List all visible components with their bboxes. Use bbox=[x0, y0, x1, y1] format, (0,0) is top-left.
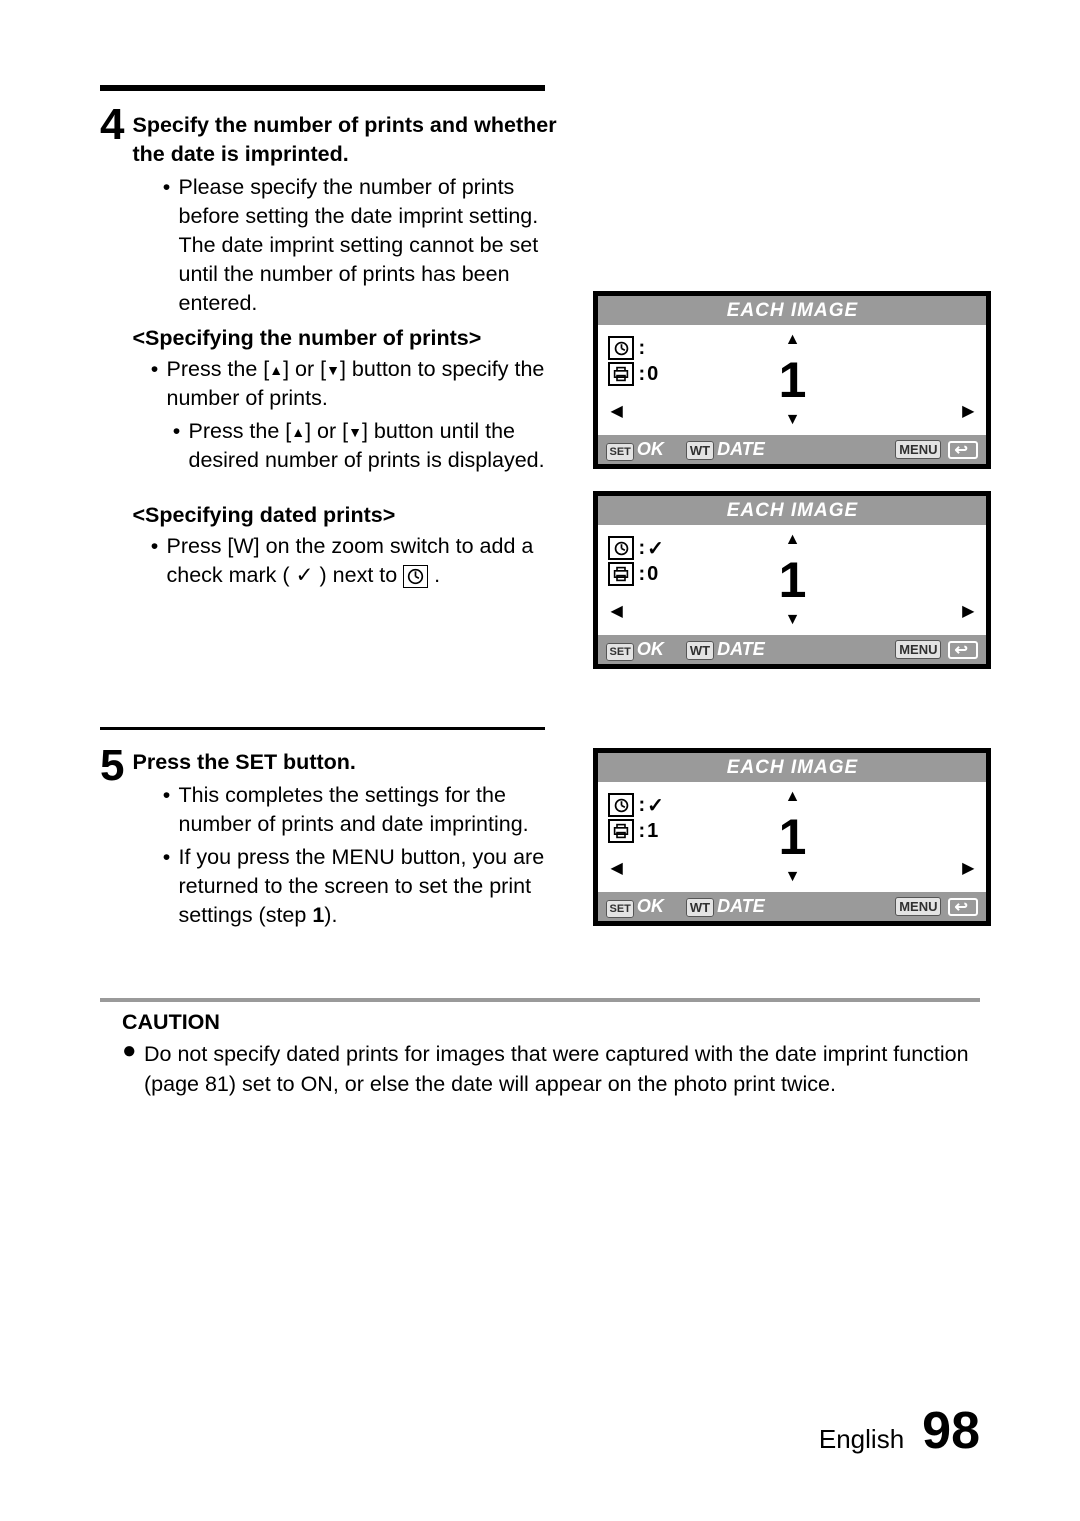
step-4: 4 Specify the number of prints and wheth… bbox=[100, 95, 980, 691]
clock-value: ✓ bbox=[647, 536, 664, 561]
date-label: DATE bbox=[717, 439, 765, 459]
print-value: 0 bbox=[647, 563, 658, 586]
wt-chip: WT bbox=[686, 441, 714, 460]
clock-value: ✓ bbox=[647, 793, 664, 818]
step-5: 5 Press the SET button. • This completes… bbox=[100, 736, 980, 948]
page-content: 4 Specify the number of prints and wheth… bbox=[100, 85, 980, 1099]
footer-page-number: 98 bbox=[922, 1401, 980, 1461]
bullet-dot: • bbox=[154, 781, 178, 839]
lcd-screen: EACH IMAGE :✓ :1 bbox=[593, 748, 991, 926]
menu-chip: MENU bbox=[895, 897, 941, 916]
triangle-down-icon: ▼ bbox=[326, 361, 340, 380]
bullet-dot: • bbox=[142, 355, 166, 413]
lcd-count: 1 bbox=[779, 351, 807, 409]
triangle-left-icon: ◀ bbox=[610, 858, 622, 878]
step-number: 5 bbox=[100, 744, 132, 948]
lcd-header: EACH IMAGE bbox=[598, 753, 986, 782]
bullet-dot: ● bbox=[122, 1039, 144, 1099]
ok-label: OK bbox=[637, 639, 664, 659]
bullet-text: Press [W] on the zoom switch to add a ch… bbox=[166, 532, 577, 590]
clock-icon bbox=[608, 536, 634, 560]
triangle-up-icon: ▲ bbox=[785, 788, 801, 806]
return-icon bbox=[948, 441, 978, 459]
triangle-down-icon: ▼ bbox=[785, 868, 801, 886]
triangle-up-icon: ▲ bbox=[785, 531, 801, 549]
triangle-right-icon: ▶ bbox=[962, 401, 974, 421]
lcd-count: 1 bbox=[779, 551, 807, 609]
wt-chip: WT bbox=[686, 898, 714, 917]
print-value: 0 bbox=[647, 363, 658, 386]
bullet-text: This completes the settings for the numb… bbox=[178, 781, 577, 839]
caution-title: CAUTION bbox=[100, 1010, 980, 1035]
return-icon bbox=[948, 641, 978, 659]
bullet-text: Press the [▲] or [▼] button until the de… bbox=[188, 417, 577, 475]
lcd-screen: EACH IMAGE : :0 bbox=[593, 291, 991, 469]
step-title: Specify the number of prints and whether… bbox=[132, 95, 577, 169]
caution-text: Do not specify dated prints for images t… bbox=[144, 1039, 980, 1099]
page-footer: English 98 bbox=[819, 1401, 980, 1461]
check-icon: ✓ bbox=[296, 563, 314, 587]
bullet-text: If you press the MENU button, you are re… bbox=[178, 843, 577, 930]
print-value: 1 bbox=[647, 820, 658, 843]
menu-chip: MENU bbox=[895, 440, 941, 459]
wt-chip: WT bbox=[686, 641, 714, 660]
set-chip: SET bbox=[606, 643, 633, 661]
divider bbox=[100, 85, 545, 91]
bullet-text: Press the [▲] or [▼] button to specify t… bbox=[166, 355, 577, 413]
caution-divider bbox=[100, 998, 980, 1002]
triangle-left-icon: ◀ bbox=[610, 401, 622, 421]
lcd-header: EACH IMAGE bbox=[598, 496, 986, 525]
triangle-left-icon: ◀ bbox=[610, 601, 622, 621]
lcd-header: EACH IMAGE bbox=[598, 296, 986, 325]
menu-chip: MENU bbox=[895, 640, 941, 659]
triangle-up-icon: ▲ bbox=[291, 423, 305, 442]
set-chip: SET bbox=[606, 443, 633, 461]
bullet-dot: • bbox=[154, 173, 178, 318]
triangle-right-icon: ▶ bbox=[962, 858, 974, 878]
triangle-up-icon: ▲ bbox=[269, 361, 283, 380]
clock-icon bbox=[403, 565, 428, 588]
triangle-down-icon: ▼ bbox=[348, 423, 362, 442]
sub-heading: <Specifying the number of prints> bbox=[132, 326, 577, 351]
bullet-dot: • bbox=[164, 417, 188, 475]
printer-icon bbox=[608, 819, 634, 843]
footer-language: English bbox=[819, 1424, 904, 1455]
sub-heading: <Specifying dated prints> bbox=[132, 503, 577, 528]
date-label: DATE bbox=[717, 896, 765, 916]
triangle-down-icon: ▼ bbox=[785, 611, 801, 629]
bullet-dot: • bbox=[154, 843, 178, 930]
set-chip: SET bbox=[606, 900, 633, 918]
printer-icon bbox=[608, 562, 634, 586]
triangle-down-icon: ▼ bbox=[785, 411, 801, 429]
clock-icon bbox=[608, 793, 634, 817]
divider bbox=[100, 727, 545, 730]
lcd-screen: EACH IMAGE :✓ :0 bbox=[593, 491, 991, 669]
step-title: Press the SET button. bbox=[132, 736, 577, 777]
printer-icon bbox=[608, 362, 634, 386]
clock-icon bbox=[608, 336, 634, 360]
triangle-up-icon: ▲ bbox=[785, 331, 801, 349]
step-number: 4 bbox=[100, 103, 132, 691]
lcd-count: 1 bbox=[779, 808, 807, 866]
ok-label: OK bbox=[637, 439, 664, 459]
return-icon bbox=[948, 898, 978, 916]
date-label: DATE bbox=[717, 639, 765, 659]
bullet-dot: • bbox=[142, 532, 166, 590]
ok-label: OK bbox=[637, 896, 664, 916]
triangle-right-icon: ▶ bbox=[962, 601, 974, 621]
bullet-text: Please specify the number of prints befo… bbox=[178, 173, 577, 318]
